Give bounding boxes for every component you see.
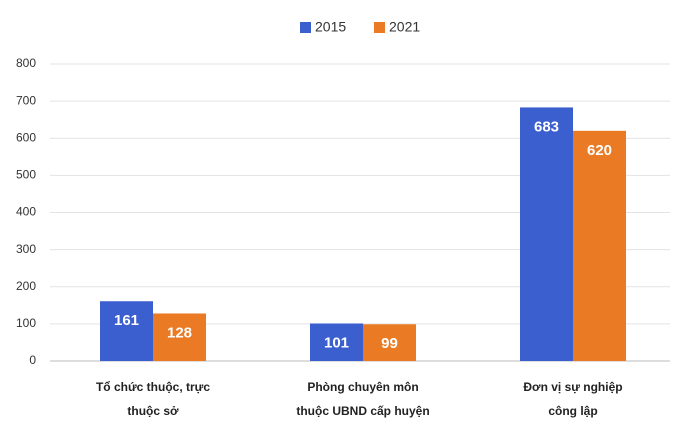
value-label: 683 xyxy=(534,118,559,135)
legend-swatch xyxy=(374,22,385,33)
legend-label: 2021 xyxy=(389,19,420,35)
y-tick-label: 500 xyxy=(16,168,36,182)
value-label: 161 xyxy=(114,312,139,329)
y-tick-label: 800 xyxy=(16,56,36,70)
x-tick-label: Tổ chức thuộc, trực xyxy=(96,380,210,394)
y-tick-label: 700 xyxy=(16,93,36,107)
bar xyxy=(573,130,626,361)
value-label: 99 xyxy=(381,335,398,352)
value-label: 620 xyxy=(587,142,612,159)
value-label: 101 xyxy=(324,334,349,351)
bar xyxy=(520,107,573,361)
bar xyxy=(100,301,153,361)
x-tick-label: thuộc sở xyxy=(127,404,179,418)
y-tick-label: 0 xyxy=(29,353,36,367)
bar xyxy=(310,323,363,361)
x-tick-label: thuộc UBND cấp huyện xyxy=(296,404,429,418)
y-tick-label: 100 xyxy=(16,316,36,330)
y-tick-label: 400 xyxy=(16,205,36,219)
legend-label: 2015 xyxy=(315,19,346,35)
value-label: 128 xyxy=(167,324,192,341)
x-tick-label: Đơn vị sự nghiệp xyxy=(523,380,622,394)
legend-swatch xyxy=(300,22,311,33)
y-tick-label: 300 xyxy=(16,242,36,256)
y-tick-label: 600 xyxy=(16,130,36,144)
x-tick-label: Phòng chuyên môn xyxy=(307,380,418,394)
y-tick-label: 200 xyxy=(16,279,36,293)
bar xyxy=(363,324,416,361)
bar xyxy=(153,313,206,361)
x-tick-label: công lập xyxy=(548,404,597,418)
